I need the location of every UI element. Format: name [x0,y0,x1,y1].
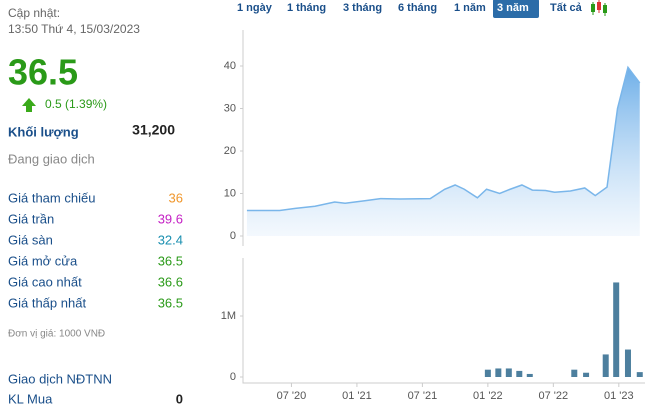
range-button[interactable]: 3 tháng [343,2,382,14]
range-button-bg[interactable] [493,0,539,18]
x-tick-label: 07 '22 [539,390,569,402]
row-label: KL Mua [8,391,53,406]
row-label: Giá mở cửa [8,253,78,268]
row-label: Giá trần [8,211,54,226]
range-button[interactable]: 1 tháng [287,2,326,14]
volume-axis [242,258,645,384]
volume-bar [495,368,502,377]
row-label: Giá cao nhất [8,274,82,289]
volume-bar [571,369,578,377]
range-button[interactable]: 1 năm [454,2,486,14]
range-button[interactable]: 6 tháng [398,2,437,14]
y-tick-label: 1M [221,310,236,322]
volume-bar [636,372,643,377]
foreign-title: Giao dịch NĐTNN [8,371,112,386]
volume-bar [602,354,609,377]
up-arrow [22,98,36,112]
range-button[interactable]: 1 ngày [237,2,273,14]
volume-bar [624,349,631,377]
last-price: 36.5 [8,52,78,93]
x-tick-label: 01 '22 [473,390,503,402]
y-tick-label: 10 [224,187,236,199]
y-tick-label: 0 [230,230,236,242]
volume-bar [526,373,533,377]
candle-icon[interactable] [603,5,607,13]
range-button[interactable]: 3 năm [497,2,529,14]
unit-note: Đơn vị giá: 1000 VNĐ [8,329,105,340]
x-tick-label: 01 '21 [342,390,372,402]
row-value: 32.4 [158,232,183,247]
candle-icon[interactable] [591,4,595,12]
update-label: Cập nhật: [8,6,60,20]
row-label: Giá tham chiếu [8,190,95,205]
volume-bar [613,282,620,377]
timestamp: 13:50 Thứ 4, 15/03/2023 [8,22,140,36]
price-change: 0.5 (1.39%) [45,97,107,111]
volume-bar [583,372,590,377]
range-button[interactable]: Tất cả [550,2,583,14]
volume-label: Khối lượng [8,124,79,139]
y-tick-label: 0 [230,371,236,383]
y-tick-label: 30 [224,102,236,114]
volume-value: 31,200 [132,122,175,138]
y-tick-label: 20 [224,145,236,157]
row-value: 0 [176,391,183,406]
x-tick-label: 07 '21 [408,390,438,402]
status: Đang giao dịch [8,151,95,166]
x-tick-label: 01 '23 [604,390,634,402]
row-value: 36 [169,190,183,205]
row-value: 36.5 [158,295,183,310]
row-label: Giá sàn [8,232,53,247]
row-label: Giá thấp nhất [8,295,86,310]
row-value: 36.5 [158,253,183,268]
price-line [246,65,641,212]
x-tick-label: 07 '20 [277,390,307,402]
price-area [246,67,640,237]
volume-bar [516,370,523,377]
candle-icon[interactable] [597,2,601,10]
y-tick-label: 40 [224,60,236,72]
volume-bar [505,368,512,377]
row-value: 36.6 [158,274,183,289]
volume-bar [484,369,491,377]
row-value: 39.6 [158,211,183,226]
